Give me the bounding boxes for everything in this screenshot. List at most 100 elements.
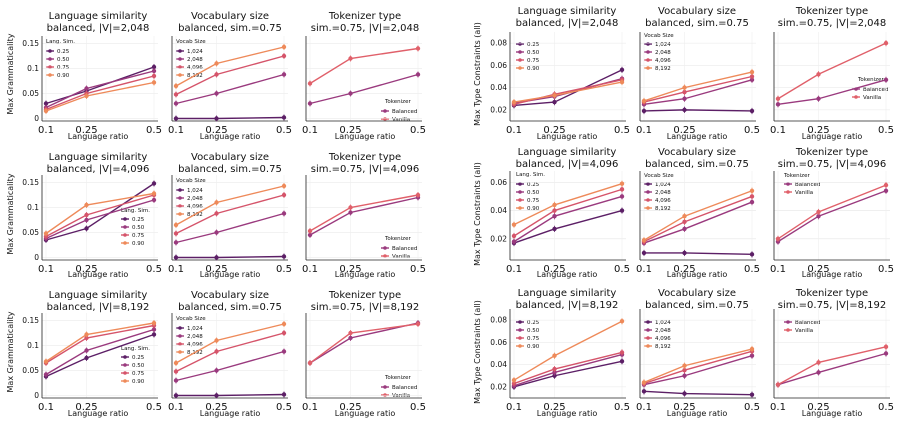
chart-panel: 0.02 0.04 0.06 0.08 0.1 0.25 0.5 [490,309,630,413]
data-point [281,349,287,354]
x-axis-label: Language ratio [200,409,261,418]
y-tick-label: 0.1 [27,64,39,73]
data-point [214,200,219,205]
chart-panel: 0.02 0.04 0.06 0.1 0.25 0.5 [490,171,630,275]
panel-subtitle: balanced, sim.=0.75 [645,18,749,29]
data-point [619,187,625,192]
series-line [309,322,419,364]
series-line [643,71,753,102]
data-point [173,231,179,236]
panel-title: Tokenizer type [795,147,868,158]
panel-title: Vocabulary size [191,152,269,163]
series-line [309,323,419,364]
legend-label: 0.50 [527,190,540,196]
data-point [775,382,781,387]
legend-title: Tokenizer [783,173,810,179]
legend-marker [178,65,182,69]
legend: Vocab Size 1,024 2,048 4,096 8,192 [176,178,206,218]
data-point [151,327,157,332]
y-tick-label: 0.1 [27,341,39,350]
x-tick-label: 0.5 [614,264,630,275]
y-tick-label: 0.02 [490,382,507,391]
x-tick-label: 0.5 [878,125,894,136]
y-tick-label: 0.06 [490,178,507,187]
series-line [176,393,285,397]
x-tick-label: 0.5 [146,264,162,275]
data-point [749,77,755,83]
data-point [151,64,157,70]
legend-marker [518,198,522,202]
legend: Tokenizer Balanced Vanilla [381,99,417,123]
x-tick-label: 0.1 [168,264,184,275]
data-point [415,192,421,198]
data-point [151,191,157,196]
legend-marker [48,73,52,77]
data-point [619,359,625,364]
panel-title: Tokenizer type [328,11,401,22]
legend-marker [786,182,790,186]
panel-title: Language similarity [518,147,617,158]
data-point [775,96,781,101]
data-point [816,214,821,219]
data-point [749,252,755,257]
legend-marker [854,95,858,99]
legend-label: 0.25 [132,217,145,223]
panel-title: Language similarity [518,288,617,299]
legend-marker [178,49,182,53]
chart-panel: 0.1 0.25 0.5 [302,175,426,275]
data-point [43,101,49,106]
legend-marker [123,355,127,359]
panel-subtitle: sim.=0.75, |V|=8,192 [311,302,420,313]
x-tick-label: 0.5 [614,402,630,413]
legend: Lang. Sim. 0.25 0.50 0.75 0.90 [121,346,150,385]
legend-marker [518,66,522,70]
chart-panel: 0.1 0.25 0.5 [636,32,760,136]
legend-label: 0.90 [57,73,70,79]
x-tick-label: 0.25 [807,125,829,136]
legend-marker [383,385,387,389]
legend-label: Vanilla [392,254,410,260]
data-point [552,93,557,98]
legend-marker [518,50,522,54]
x-tick-label: 0.1 [302,264,318,275]
legend-marker [48,65,52,69]
legend-label: Balanced [863,87,888,93]
legend-label: 4,096 [655,58,671,64]
data-point [883,351,889,356]
series-line [513,209,623,244]
data-point [173,116,179,121]
x-axis-label: Language ratio [537,409,598,418]
x-axis-label: Language ratio [200,132,261,141]
x-tick-label: 0.5 [744,264,760,275]
legend-label: 4,096 [187,204,203,210]
legend: 0.25 0.50 0.75 0.90 [516,42,540,72]
x-tick-label: 0.1 [168,125,184,136]
data-point [281,211,287,216]
x-axis-label: Language ratio [802,132,863,141]
legend-label: 2,048 [187,196,203,202]
y-axis-label: Max Grammaticality [6,33,15,114]
data-point [214,91,219,96]
legend-marker [646,182,650,186]
data-point [173,360,179,366]
legend-label: 4,096 [187,65,203,71]
x-axis-label: Language ratio [802,270,863,279]
panel-subtitle: balanced, |V|=4,096 [47,164,150,175]
legend-marker [383,109,387,113]
data-point [682,250,687,256]
legend-label: 0.50 [57,57,70,63]
legend-title: Vocab Size [176,178,206,184]
data-point [307,81,313,86]
data-point [348,210,353,215]
y-tick-label: 0.05 [22,228,39,237]
legend-label: 8,192 [655,66,671,72]
legend-label: Vanilla [392,117,410,123]
panel-title: Language similarity [49,11,148,22]
x-tick-label: 0.1 [302,125,318,136]
data-point [415,72,421,77]
series-line [777,346,887,386]
legend-label: 2,048 [655,328,671,334]
data-point [151,320,157,326]
data-point [281,183,287,189]
